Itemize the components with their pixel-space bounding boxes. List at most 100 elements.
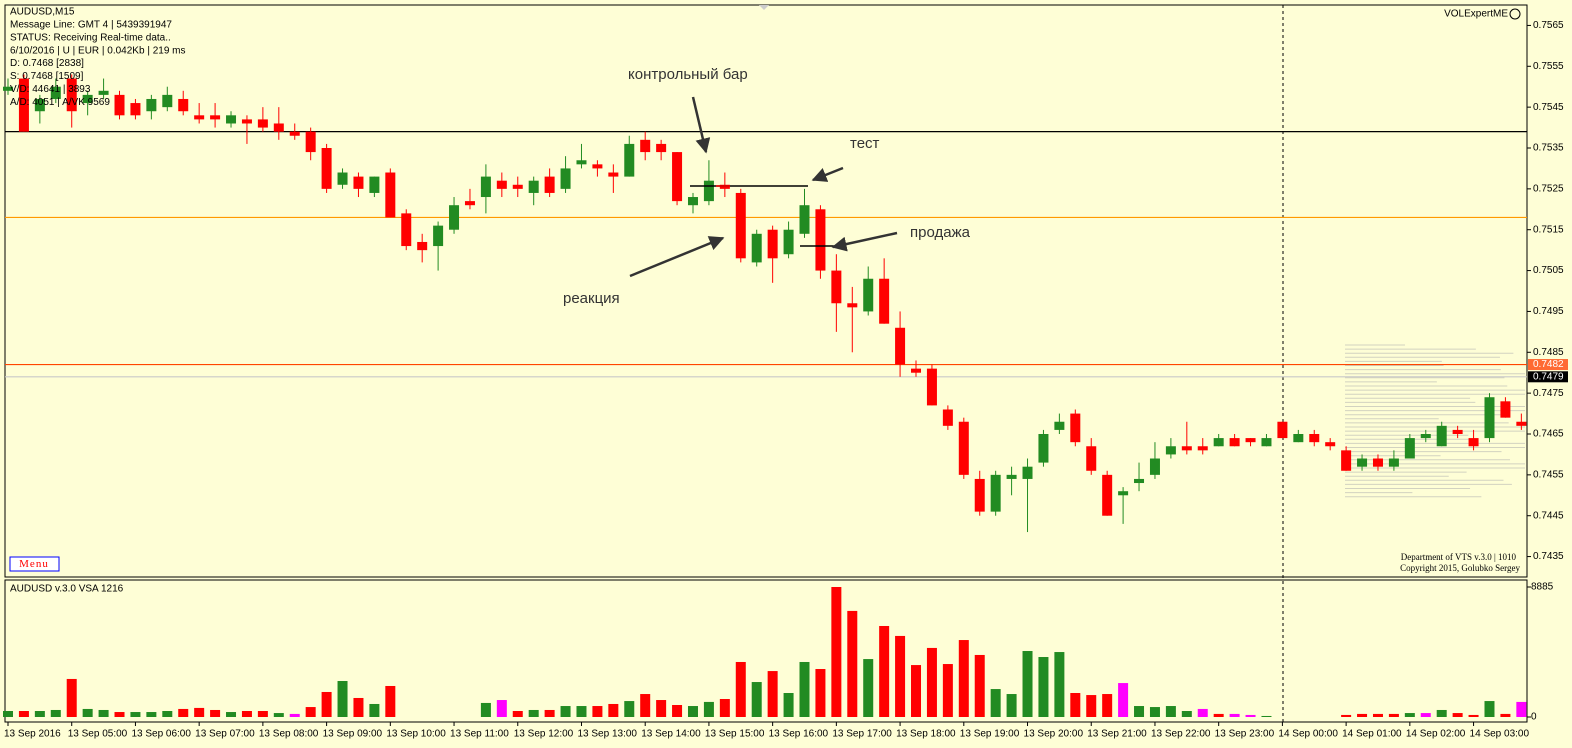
volume-bar: [990, 689, 1001, 717]
candle-body: [1197, 446, 1208, 451]
x-tick-label: 13 Sep 10:00: [386, 729, 446, 740]
candle-body: [1309, 434, 1320, 443]
y-tick-label: 0.7465: [1533, 429, 1564, 440]
volume-bar: [337, 681, 348, 717]
candle-body: [337, 172, 348, 185]
candle-body: [385, 172, 396, 218]
candle-body: [703, 180, 714, 202]
candle-body: [496, 180, 507, 189]
candle-body: [1134, 478, 1145, 484]
volume-bar: [321, 691, 332, 717]
candle-body: [942, 409, 953, 426]
volume-bar: [178, 708, 189, 717]
candle-body: [656, 143, 667, 153]
footer: Copyright 2015, Golubko Sergey: [1400, 563, 1520, 573]
candle-body: [130, 103, 141, 116]
volume-pane: [4, 579, 1528, 723]
candle-body: [1277, 421, 1288, 439]
volume-bar: [1149, 707, 1160, 717]
volume-bar: [799, 661, 810, 717]
volume-bar: [1484, 701, 1495, 717]
y-tick-label: 0.7525: [1533, 183, 1564, 194]
candle-body: [863, 278, 874, 312]
volume-bar: [544, 709, 555, 717]
volume-bar: [98, 709, 109, 717]
volume-bar: [895, 635, 906, 717]
volume-bar: [353, 697, 364, 717]
volume-bar: [1516, 701, 1527, 717]
candle-body: [799, 205, 810, 234]
candle-body: [305, 131, 316, 153]
candle-body: [146, 98, 157, 112]
volume-bar: [146, 712, 157, 717]
candle-body: [1325, 442, 1336, 447]
arrow: [629, 236, 725, 278]
candle-body: [1357, 458, 1368, 467]
volume-title: AUDUSD v.3.0 VSA 1216: [10, 584, 124, 595]
x-tick-label: 13 Sep 11:00: [450, 729, 509, 740]
x-tick-label: 13 Sep 15:00: [705, 729, 765, 740]
candle-body: [194, 115, 205, 120]
volume-bar: [162, 711, 173, 717]
candle-body: [719, 184, 730, 189]
candle-body: [1229, 438, 1240, 447]
candle-body: [50, 86, 61, 99]
y-tick-label: 0: [1531, 712, 1537, 723]
menu-label[interactable]: Menu: [19, 558, 49, 570]
shift-marker: [759, 5, 769, 10]
volume-bar: [719, 699, 730, 717]
volume-bar: [528, 709, 539, 717]
volume-bar: [50, 709, 61, 717]
volume-bar: [1134, 706, 1145, 717]
volume-bar: [831, 587, 842, 717]
candle-body: [624, 143, 635, 177]
volume-bar: [863, 659, 874, 717]
menu-button[interactable]: Menu: [9, 556, 60, 572]
candle-body: [847, 303, 858, 308]
annotation: контрольный бар: [628, 66, 748, 83]
candle-body: [576, 160, 587, 165]
y-tick-label: 8885: [1531, 582, 1554, 593]
volume-bar: [687, 706, 698, 717]
y-tick-label: 0.7515: [1533, 224, 1564, 235]
volume-bar: [34, 711, 45, 717]
candle-body: [3, 86, 13, 91]
info-line: Message Line: GMT 4 | 5439391947: [10, 20, 172, 31]
indicator-icon: [1509, 8, 1521, 20]
y-tick-label: 0.7485: [1533, 347, 1564, 358]
volume-bar: [1038, 657, 1049, 717]
volume-bar: [1165, 706, 1176, 717]
candle-body: [1038, 434, 1049, 463]
candle-body: [1261, 438, 1272, 447]
y-tick-label: 0.7555: [1533, 61, 1564, 72]
volume-bar: [1404, 713, 1415, 717]
volume-bar: [958, 640, 969, 717]
x-tick-label: 13 Sep 23:00: [1215, 729, 1275, 740]
menu-box[interactable]: [9, 556, 60, 572]
candle-body: [1070, 413, 1081, 443]
y-tick-label: 0.7495: [1533, 306, 1564, 317]
candle-body: [512, 184, 523, 189]
candle-body: [1102, 474, 1113, 516]
volume-bar: [560, 706, 571, 717]
candle-body: [1165, 446, 1176, 455]
annotation: реакция: [563, 290, 620, 307]
y-tick-label: 0.7435: [1533, 551, 1564, 562]
volume-bar: [1102, 694, 1113, 717]
price-tag-label: 0.7479: [1533, 371, 1564, 382]
candle-body: [974, 478, 985, 512]
volume-bar: [1086, 695, 1097, 717]
candle-body: [98, 90, 109, 95]
candle-body: [879, 278, 890, 324]
volume-bar: [847, 610, 858, 717]
info-line: V/D: 44641 | 3893: [10, 84, 91, 95]
candle-body: [66, 78, 77, 112]
x-tick-label: 13 Sep 18:00: [896, 729, 956, 740]
x-tick-label: 13 Sep 09:00: [323, 729, 383, 740]
volume-bar: [703, 701, 714, 717]
volume-bar: [735, 661, 746, 717]
x-tick-label: 14 Sep 00:00: [1278, 729, 1338, 740]
volume-bar: [305, 707, 316, 717]
volume-bar: [1500, 713, 1511, 717]
